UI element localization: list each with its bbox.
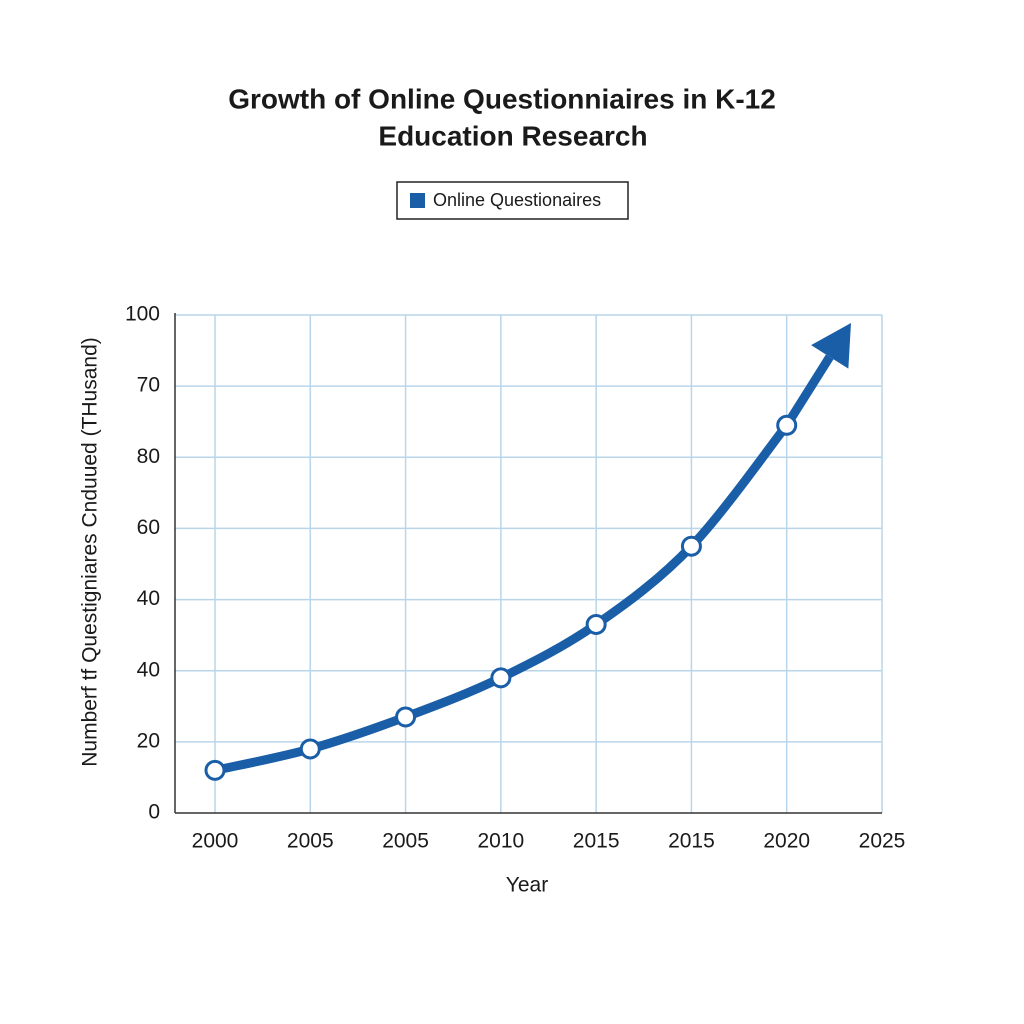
legend-swatch — [410, 193, 425, 208]
data-point — [490, 667, 512, 689]
data-point — [395, 706, 417, 728]
trend-arrow-head — [811, 323, 851, 369]
y-tick-label: 60 — [137, 516, 160, 539]
y-tick-label: 80 — [137, 445, 160, 468]
x-tick-label: 2015 — [573, 830, 620, 853]
data-point — [585, 613, 607, 635]
y-axis-title: Numberf tf Questigniares Cnduued (THusan… — [79, 337, 102, 767]
y-tick-label: 40 — [137, 587, 160, 610]
y-tick-label: 70 — [137, 374, 160, 397]
legend-label: Online Questionaires — [433, 190, 601, 210]
data-point — [204, 759, 226, 781]
y-tick-label: 0 — [148, 801, 160, 824]
chart-title: Education Research — [378, 120, 647, 151]
y-tick-label: 20 — [137, 729, 160, 752]
y-tick-label: 100 — [125, 303, 160, 326]
x-tick-label: 2010 — [477, 830, 524, 853]
chart-title: Growth of Online Questionniaires in K-12 — [228, 83, 776, 114]
x-tick-label: 2020 — [763, 830, 810, 853]
y-tick-label: 40 — [137, 658, 160, 681]
legend-box — [396, 181, 629, 220]
x-tick-label: 2015 — [668, 830, 715, 853]
data-point — [299, 738, 321, 760]
x-axis-title: Year — [506, 874, 548, 897]
x-tick-label: 2005 — [287, 830, 334, 853]
data-point — [776, 414, 798, 436]
x-tick-label: 2025 — [859, 830, 906, 853]
data-point — [680, 535, 702, 557]
x-tick-label: 2000 — [192, 830, 239, 853]
trend-arrow-shaft — [782, 354, 834, 428]
x-tick-label: 2005 — [382, 830, 429, 853]
